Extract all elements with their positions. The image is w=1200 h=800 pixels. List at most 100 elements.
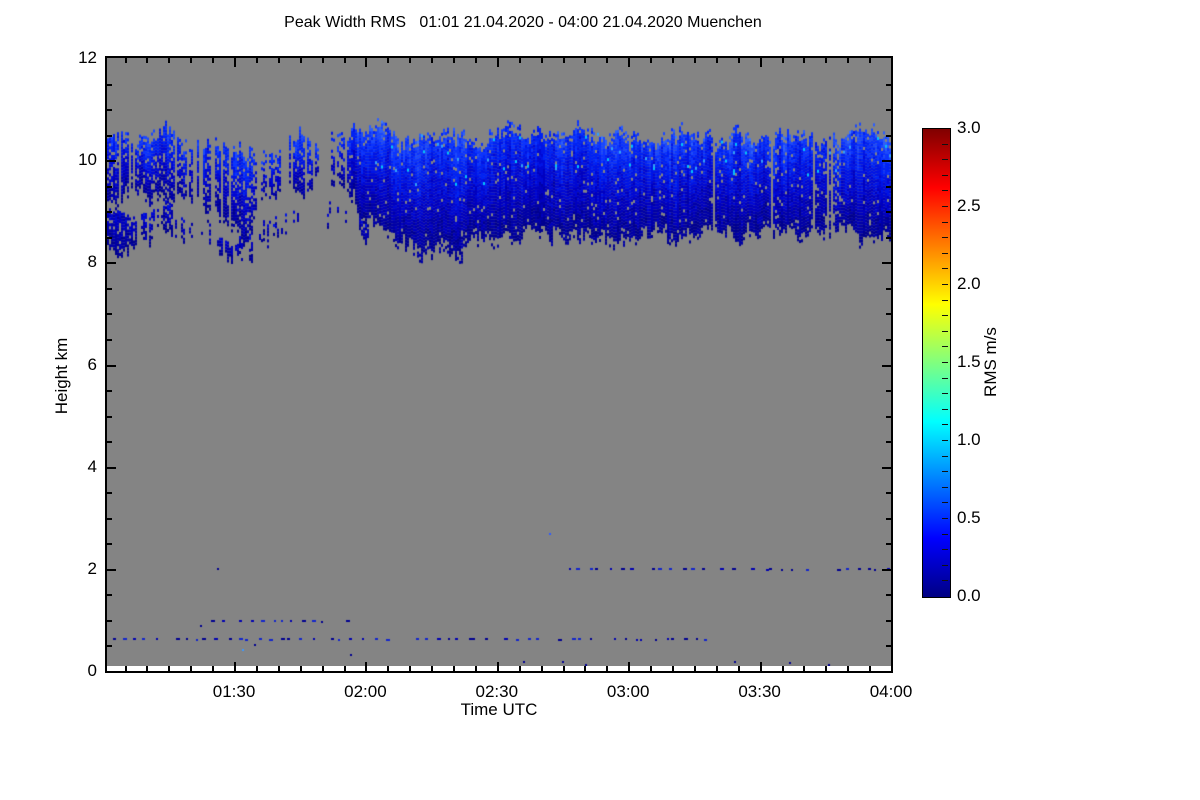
axis-tick — [190, 666, 192, 671]
axis-tick — [107, 518, 112, 520]
axis-tick — [650, 58, 652, 63]
axis-tick — [256, 666, 258, 671]
colorbar-tick — [942, 518, 948, 519]
axis-tick — [107, 594, 112, 596]
y-tick-label: 12 — [78, 48, 97, 67]
x-tick-label: 02:00 — [344, 682, 387, 701]
colorbar-tick — [942, 143, 948, 145]
axis-tick — [716, 58, 718, 63]
colorbar-tick — [942, 549, 948, 551]
axis-tick — [107, 186, 112, 188]
axis-tick — [650, 666, 652, 671]
axis-tick — [212, 666, 214, 671]
colorbar-tick — [942, 408, 948, 410]
axis-tick — [891, 662, 893, 671]
colorbar-tick — [942, 486, 948, 488]
axis-tick — [886, 441, 891, 443]
axis-tick — [107, 288, 112, 290]
axis-tick — [716, 666, 718, 671]
axis-tick — [886, 84, 891, 86]
axis-tick — [146, 58, 148, 63]
axis-tick — [431, 666, 433, 671]
colorbar-tick — [942, 221, 948, 223]
axis-tick — [886, 109, 891, 111]
colorbar-tick — [942, 284, 948, 285]
x-tick-label: 01:30 — [212, 682, 256, 701]
colorbar-tick — [942, 362, 948, 363]
axis-tick — [886, 518, 891, 520]
axis-tick — [891, 58, 893, 67]
colorbar-tick — [942, 346, 948, 348]
axis-tick — [107, 467, 116, 469]
axis-tick — [497, 58, 499, 67]
axis-tick — [365, 58, 367, 67]
axis-tick — [125, 666, 127, 671]
axis-tick — [782, 58, 784, 63]
axis-tick — [107, 160, 116, 162]
axis-tick — [738, 58, 740, 63]
axis-tick — [886, 339, 891, 341]
axis-tick — [107, 313, 112, 315]
axis-tick — [107, 109, 112, 111]
axis-tick — [519, 58, 521, 63]
colorbar-tick — [942, 252, 948, 254]
axis-tick — [606, 666, 608, 671]
axis-tick — [344, 58, 346, 63]
x-tick-label: 03:00 — [606, 682, 650, 701]
colorbar-tick — [942, 580, 948, 582]
axis-tick — [322, 58, 324, 63]
axis-tick — [825, 58, 827, 63]
colorbar-tick — [942, 330, 948, 332]
axis-tick — [256, 58, 258, 63]
axis-tick — [886, 620, 891, 622]
axis-tick — [278, 666, 280, 671]
colorbar-tick — [942, 377, 948, 379]
axis-tick — [886, 543, 891, 545]
axis-tick — [519, 666, 521, 671]
colorbar-tick — [942, 471, 948, 473]
axis-tick — [886, 390, 891, 392]
axis-tick — [107, 262, 116, 264]
axis-tick — [168, 58, 170, 63]
axis-tick — [882, 569, 891, 571]
axis-tick — [825, 666, 827, 671]
colorbar-tick — [942, 237, 948, 239]
y-tick-label: 10 — [78, 150, 97, 170]
axis-tick — [146, 666, 148, 671]
axis-tick — [606, 58, 608, 63]
colorbar-tick — [942, 564, 948, 566]
colorbar-tick — [942, 455, 948, 457]
axis-tick — [563, 58, 565, 63]
axis-tick — [212, 58, 214, 63]
colorbar — [922, 128, 951, 598]
axis-tick — [541, 58, 543, 63]
colorbar-tick — [942, 393, 948, 395]
axis-tick — [322, 666, 324, 671]
colorbar-tick-label: 2.5 — [957, 196, 981, 215]
axis-tick — [672, 58, 674, 63]
axis-tick — [431, 58, 433, 63]
axis-tick — [803, 58, 805, 63]
axis-tick — [107, 237, 112, 239]
colorbar-tick — [942, 533, 948, 535]
axis-tick — [886, 313, 891, 315]
axis-tick — [107, 416, 112, 418]
y-tick-label: 6 — [87, 354, 97, 374]
axis-tick — [847, 58, 849, 63]
y-tick-label: 8 — [87, 252, 97, 272]
axis-tick — [453, 666, 455, 671]
y-tick-label: 4 — [87, 456, 97, 476]
y-axis-label: Height km — [52, 337, 71, 415]
axis-tick — [803, 666, 805, 671]
colorbar-tick — [942, 440, 948, 441]
x-tick-label: 02:30 — [475, 682, 519, 701]
axis-tick — [234, 58, 236, 67]
axis-tick — [453, 58, 455, 63]
axis-tick — [475, 58, 477, 63]
colorbar-label: RMS m/s — [981, 327, 1000, 397]
axis-tick — [584, 666, 586, 671]
axis-tick — [760, 58, 762, 67]
axis-tick — [344, 666, 346, 671]
axis-tick — [107, 620, 112, 622]
